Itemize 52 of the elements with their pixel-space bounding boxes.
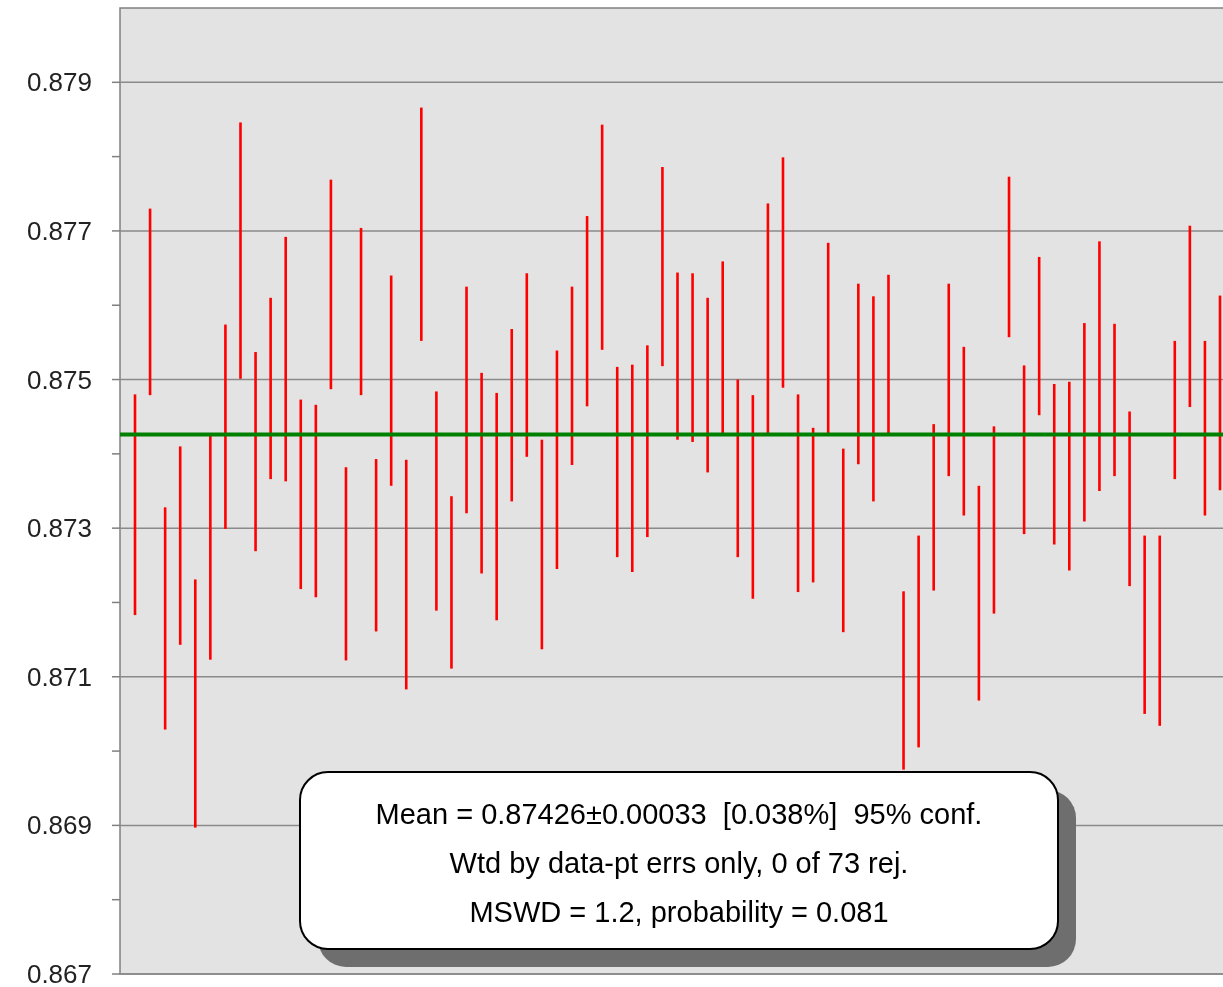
y-tick-label: 0.879 — [26, 67, 92, 98]
bar — [450, 496, 453, 669]
bar — [917, 535, 920, 748]
bar — [1173, 340, 1177, 480]
bar — [465, 286, 468, 514]
y-tick-label: 0.867 — [26, 959, 92, 987]
bar — [269, 297, 272, 480]
bar — [841, 448, 845, 633]
bar — [691, 273, 694, 442]
bar — [646, 345, 649, 538]
bar — [947, 283, 951, 477]
bar — [857, 283, 860, 465]
bar — [1052, 384, 1056, 545]
annotation: Wtd by data-pt errs only, 0 of 73 rej. — [449, 847, 909, 879]
bar — [932, 424, 935, 591]
bar — [480, 372, 483, 574]
y-tick-label: 0.869 — [26, 810, 92, 841]
bar — [1098, 241, 1101, 491]
y-tick-label: 0.873 — [26, 513, 92, 544]
bar — [239, 122, 242, 379]
bar — [872, 296, 875, 502]
bar — [736, 379, 740, 558]
bar — [676, 272, 679, 440]
bar — [1113, 323, 1116, 477]
bar — [902, 591, 905, 770]
bar — [299, 399, 303, 590]
y-tick-label: 0.875 — [26, 364, 92, 395]
bar — [1158, 535, 1162, 726]
bar — [284, 236, 287, 482]
bar — [615, 366, 619, 558]
bar — [630, 364, 634, 572]
bar — [1083, 323, 1086, 522]
bar — [495, 392, 498, 621]
bar — [1143, 535, 1146, 714]
y-tick-label: 0.871 — [26, 661, 92, 692]
bar — [193, 579, 197, 828]
y-tick-label: 0.877 — [26, 216, 92, 247]
bar — [510, 329, 514, 502]
bar — [887, 274, 890, 434]
bar — [209, 436, 212, 660]
annotation: Mean = 0.87426±0.00033 [0.038%] 95% conf. — [375, 798, 983, 830]
bar — [404, 459, 408, 690]
bar — [435, 391, 438, 611]
annotation: MSWD = 1.2, probability = 0.081 — [469, 896, 889, 928]
bar — [420, 107, 423, 341]
bar — [706, 297, 709, 473]
bar — [661, 167, 664, 367]
bar — [1128, 411, 1131, 587]
bar — [224, 324, 227, 529]
bar — [178, 446, 182, 645]
bar — [254, 352, 257, 552]
bar — [1068, 381, 1071, 571]
